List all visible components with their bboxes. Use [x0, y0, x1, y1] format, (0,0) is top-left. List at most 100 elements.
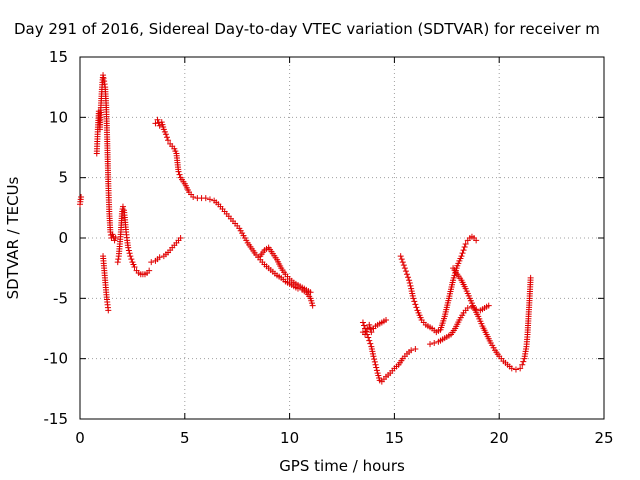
series-5	[148, 235, 184, 266]
data-point	[126, 250, 133, 257]
x-tick-label: 5	[180, 429, 190, 447]
data-point	[362, 331, 369, 338]
data-point	[176, 171, 183, 178]
x-tick-label: 0	[75, 429, 85, 447]
y-tick-label: 15	[49, 48, 68, 66]
data-point	[307, 289, 314, 296]
data-point	[154, 116, 161, 123]
series-3	[100, 253, 112, 314]
y-tick-label: -15	[44, 410, 69, 428]
data-point	[366, 337, 373, 344]
data-point	[412, 346, 419, 353]
data-point	[115, 256, 122, 263]
series-6	[152, 116, 316, 309]
data-point	[367, 340, 374, 347]
data-point	[407, 282, 414, 289]
data-point	[156, 254, 163, 261]
data-point	[458, 253, 465, 260]
data-point	[473, 237, 480, 244]
data-point	[364, 325, 371, 332]
series-9	[359, 317, 390, 338]
data-point	[100, 75, 107, 82]
data-point	[370, 353, 377, 360]
data-point	[413, 304, 420, 311]
data-point	[402, 268, 409, 275]
data-point	[128, 256, 135, 263]
data-point	[485, 302, 492, 309]
y-axis-label: SDTVAR / TECUs	[4, 176, 22, 299]
axis-ticks: 0 5 10 15 20 25 -15 -10 -5 0 5 10 15	[44, 48, 614, 447]
data-point	[405, 274, 412, 281]
y-tick-label: 5	[58, 169, 68, 187]
data-point	[406, 277, 413, 284]
data-point	[371, 358, 378, 365]
data-point	[517, 365, 524, 372]
data-point	[399, 259, 406, 266]
data-point	[114, 259, 121, 266]
x-tick-label: 10	[280, 429, 299, 447]
data-point	[527, 274, 534, 281]
data-point	[156, 122, 163, 129]
data-point	[125, 247, 132, 254]
data-point	[125, 244, 132, 251]
data-point	[461, 244, 468, 251]
data-point	[165, 137, 172, 144]
data-point	[520, 358, 527, 365]
data-point	[372, 361, 379, 368]
x-tick-label: 15	[385, 429, 404, 447]
data-points	[77, 72, 534, 385]
data-point	[371, 356, 378, 363]
y-tick-label: -5	[53, 289, 68, 307]
x-tick-label: 25	[594, 429, 613, 447]
data-point	[177, 235, 184, 241]
chart-title: Day 291 of 2016, Sidereal Day-to-day VTE…	[14, 20, 600, 38]
data-point	[202, 195, 209, 202]
data-point	[206, 196, 213, 203]
data-point	[427, 341, 434, 348]
data-point	[78, 193, 85, 200]
data-point	[403, 271, 410, 278]
data-point	[400, 262, 407, 269]
data-point	[175, 168, 182, 175]
data-point	[155, 119, 162, 126]
data-point	[309, 302, 316, 309]
data-point	[519, 361, 526, 368]
data-point	[464, 304, 471, 311]
data-point	[101, 78, 108, 85]
series-2	[93, 72, 119, 244]
x-axis-label: GPS time / hours	[279, 457, 405, 475]
data-point	[459, 250, 466, 257]
data-point	[373, 364, 380, 371]
data-point	[365, 334, 372, 341]
data-point	[127, 253, 134, 260]
data-point	[411, 298, 418, 305]
series-13	[450, 265, 534, 373]
data-point	[508, 365, 515, 372]
data-point	[410, 295, 417, 302]
y-tick-label: 0	[58, 229, 68, 247]
series-11	[397, 233, 480, 336]
data-point	[383, 317, 390, 324]
series-10	[378, 346, 419, 385]
data-point	[163, 134, 170, 141]
y-tick-label: -10	[44, 350, 69, 368]
data-point	[398, 256, 405, 263]
data-point	[406, 280, 413, 287]
series-8	[359, 319, 383, 384]
data-point	[190, 193, 197, 200]
data-point	[363, 328, 370, 335]
data-point	[408, 347, 415, 354]
series-4	[114, 203, 153, 278]
data-point	[462, 241, 469, 248]
data-point	[105, 307, 112, 314]
data-point	[361, 322, 368, 329]
data-point	[148, 259, 155, 266]
y-tick-label: 10	[49, 108, 68, 126]
data-point	[112, 235, 119, 241]
data-point	[397, 253, 404, 260]
data-point	[119, 203, 126, 210]
series-1	[77, 193, 85, 208]
data-point	[401, 265, 408, 272]
data-point	[162, 131, 169, 138]
